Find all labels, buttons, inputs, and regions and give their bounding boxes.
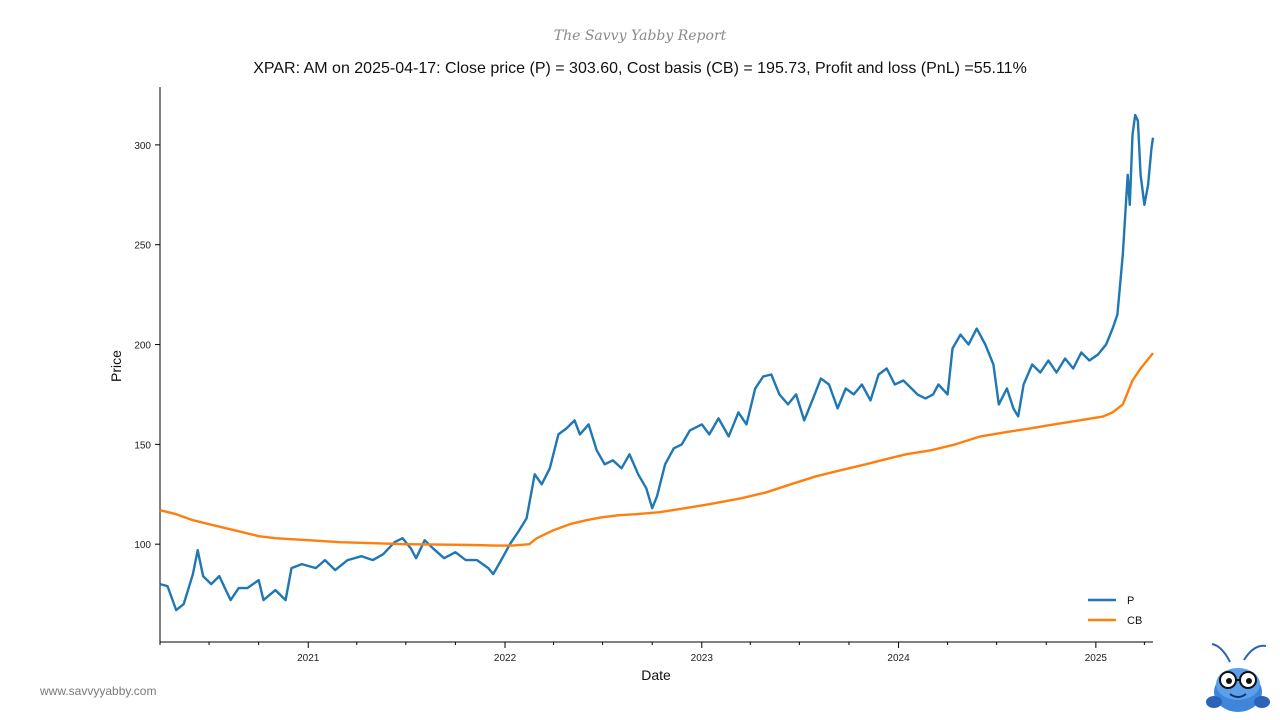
x-tick-label: 2025 — [1085, 653, 1108, 664]
series-layer — [159, 113, 1155, 612]
x-axis-label: Date — [641, 667, 671, 683]
y-tick-label: 150 — [134, 440, 151, 451]
x-tick-label: 2021 — [297, 653, 320, 664]
series-line-cb — [159, 352, 1154, 547]
x-tick-label: 2023 — [691, 653, 714, 664]
y-axis-label: Price — [108, 350, 124, 382]
y-tick-label: 200 — [134, 341, 151, 352]
y-tick-label: 300 — [134, 141, 151, 152]
axes: 100 150 200 250 300 2021 2022 2023 2024 2025 — [134, 87, 1153, 664]
legend-label-p: P — [1127, 595, 1134, 607]
yabby-mascot-icon — [1206, 643, 1270, 712]
x-tick-label: 2022 — [494, 653, 517, 664]
website-url: www.savvyyabby.com — [40, 684, 157, 698]
legend: P CB — [1088, 595, 1142, 627]
legend-label-cb: CB — [1127, 615, 1142, 627]
chart-title: XPAR: AM on 2025-04-17: Close price (P) … — [253, 60, 1027, 77]
series-line-p — [159, 113, 1155, 612]
y-tick-label: 100 — [134, 540, 151, 551]
x-tick-label: 2024 — [887, 653, 910, 664]
brand-title: The Savvy Yabby Report — [553, 28, 727, 44]
y-tick-label: 250 — [134, 241, 151, 252]
